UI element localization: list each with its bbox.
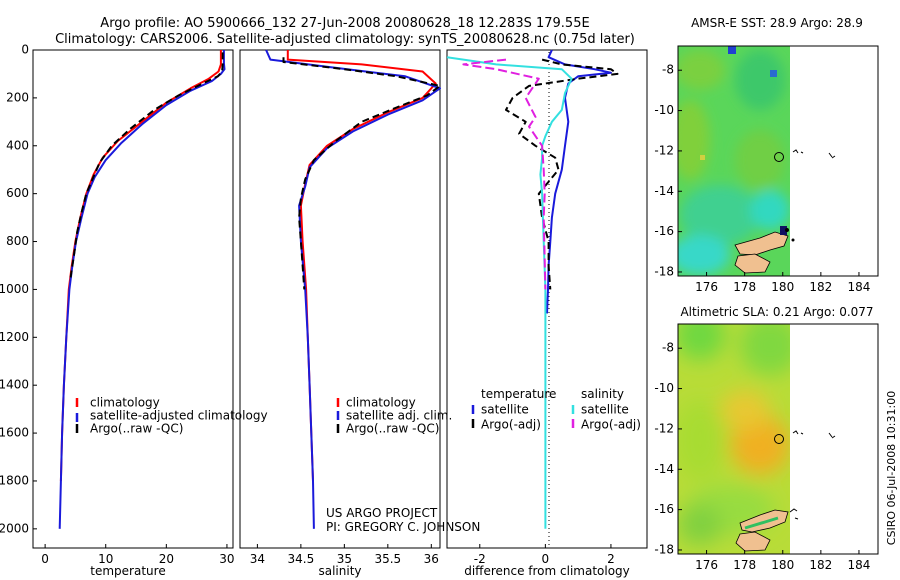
- sst-map-xtick-label: 182: [809, 280, 832, 294]
- difference-legend-temperature-satellite: satellite: [481, 403, 529, 417]
- difference-legend-salinity-satellite: satellite: [581, 403, 629, 417]
- difference-xtick-label: 2: [607, 552, 615, 566]
- sla-map-xtick-label: 182: [809, 558, 832, 572]
- sla-map-ytick-label: -16: [654, 502, 674, 516]
- salinity-series-satellite-adj-clim-: [265, 49, 441, 529]
- temperature-ytick-label: 800: [6, 234, 29, 248]
- difference-axes-frame: [446, 49, 648, 549]
- temperature-ytick-label: 1200: [0, 330, 29, 344]
- temperature-panel: 0 10 20 30 0 200 400 600 800 1000 1200 1400 1600 1800…: [0, 43, 268, 579]
- difference-series-temperature-argo-adj-: [505, 58, 619, 290]
- difference-legend-salinity-header: salinity: [581, 387, 624, 401]
- sst-map-frame: [677, 45, 879, 277]
- temperature-ytick-label: 1600: [0, 426, 29, 440]
- difference-legend-temperature-header: temperature: [481, 387, 556, 401]
- sst-islands-east: [792, 149, 836, 159]
- temperature-ytick-label: 200: [6, 90, 29, 104]
- temperature-ytick-label: 2000: [0, 521, 29, 535]
- difference-series-salinity-argo-adj-: [462, 58, 547, 290]
- footer-pi: PI: GREGORY C. JOHNSON: [326, 520, 480, 534]
- temperature-ytick-label: 0: [21, 43, 29, 57]
- sla-map-ytick-label: -12: [654, 421, 674, 435]
- salinity-xtick-label: 34.5: [288, 552, 315, 566]
- credit-stamp: CSIRO 06-Jul-2008 10:31:00: [885, 391, 898, 545]
- title-line1: Argo profile: AO 5900666_132 27-Jun-2008…: [100, 16, 589, 31]
- temperature-series-argo-raw-qc-: [69, 52, 224, 278]
- temperature-legend-climatology: climatology: [90, 396, 160, 410]
- sst-map-ytick-label: -8: [662, 63, 674, 77]
- sla-map-panel: Altimetric SLA: 0.21 Argo: 0.077: [654, 305, 879, 572]
- difference-legend: temperature satellite Argo(-adj) salinit…: [471, 387, 641, 432]
- temperature-legend-argo: Argo(..raw -QC): [90, 422, 183, 436]
- sla-map-xtick-label: 176: [695, 558, 718, 572]
- sla-map-xtick-label: 180: [771, 558, 794, 572]
- salinity-axes-frame: [239, 49, 441, 549]
- salinity-panel: 34 34.5 35 35.5 36 salinity climatology sate…: [239, 49, 480, 578]
- sla-map-xtick-label: 184: [847, 558, 870, 572]
- sst-land: [734, 226, 795, 274]
- difference-series-temperature-satellite: [546, 49, 612, 314]
- title-line2: Climatology: CARS2006. Satellite-adjuste…: [55, 32, 635, 47]
- difference-legend-salinity-argo: Argo(-adj): [581, 418, 641, 432]
- sla-land: [735, 509, 789, 552]
- sla-map-frame: [677, 323, 879, 555]
- sst-map-xtick-label: 180: [771, 280, 794, 294]
- difference-panel: -2 0 2 difference from climatology tempera…: [446, 49, 648, 578]
- temperature-ytick-label: 600: [6, 186, 29, 200]
- salinity-xtick-label: 35.5: [374, 552, 401, 566]
- salinity-xtick-label: 35: [337, 552, 352, 566]
- sla-map-ytick-label: -14: [654, 462, 674, 476]
- sla-argo-marker: [774, 434, 784, 444]
- sla-field: [678, 324, 790, 554]
- sst-map-ytick-label: -18: [654, 264, 674, 278]
- temperature-xtick-label: 20: [159, 552, 174, 566]
- salinity-legend-climatology: climatology: [346, 396, 416, 410]
- sla-islands-east: [789, 430, 836, 520]
- sst-map-xtick-label: 184: [847, 280, 870, 294]
- sst-map-title: AMSR-E SST: 28.9 Argo: 28.9: [691, 16, 863, 30]
- temperature-legend: climatology satellite-adjusted climatolo…: [75, 396, 268, 436]
- temperature-ytick-label: 1400: [0, 378, 29, 392]
- salinity-series-argo-raw-qc-: [282, 57, 441, 290]
- difference-xtick-label: -2: [474, 552, 486, 566]
- sst-argo-marker: [774, 152, 784, 162]
- temperature-legend-satellite-adjusted: satellite-adjusted climatology: [90, 409, 268, 423]
- sla-map-xtick-label: 178: [733, 558, 756, 572]
- temperature-xtick-label: 0: [41, 552, 49, 566]
- difference-series-salinity-satellite: [446, 56, 573, 529]
- temperature-ytick-label: 1000: [0, 282, 29, 296]
- salinity-legend-argo: Argo(..raw -QC): [346, 422, 439, 436]
- sst-map-ytick-label: -16: [654, 224, 674, 238]
- sst-map-xtick-label: 178: [733, 280, 756, 294]
- salinity-legend-satellite: satellite adj. clim.: [346, 409, 452, 423]
- difference-xtick-label: 0: [542, 552, 550, 566]
- sst-map-ytick-label: -14: [654, 184, 674, 198]
- temperature-axes-frame: [32, 49, 234, 549]
- sst-map-panel: AMSR-E SST: 28.9 Argo: 28.9: [654, 16, 879, 294]
- sst-map-ytick-label: -10: [654, 103, 674, 117]
- difference-legend-temperature-argo: Argo(-adj): [481, 418, 541, 432]
- temperature-xtick-label: 30: [219, 552, 234, 566]
- temperature-ytick-label: 1800: [0, 473, 29, 487]
- sla-map-ytick-label: -18: [654, 542, 674, 556]
- temperature-xtick-label: 10: [98, 552, 113, 566]
- temperature-ytick-label: 400: [6, 138, 29, 152]
- temperature-xlabel: temperature: [90, 564, 165, 578]
- difference-xlabel: difference from climatology: [464, 564, 630, 578]
- sla-map-title: Altimetric SLA: 0.21 Argo: 0.077: [680, 305, 873, 319]
- sla-map-ytick-label: -10: [654, 381, 674, 395]
- salinity-legend: climatology satellite adj. clim. Argo(..…: [336, 396, 452, 436]
- sst-map-ytick-label: -12: [654, 143, 674, 157]
- salinity-xtick-label: 34: [250, 552, 265, 566]
- salinity-xtick-label: 36: [424, 552, 439, 566]
- sla-map-ytick-label: -8: [662, 341, 674, 355]
- sst-map-xtick-label: 176: [695, 280, 718, 294]
- footer-project: US ARGO PROJECT: [326, 506, 438, 520]
- salinity-xlabel: salinity: [318, 564, 361, 578]
